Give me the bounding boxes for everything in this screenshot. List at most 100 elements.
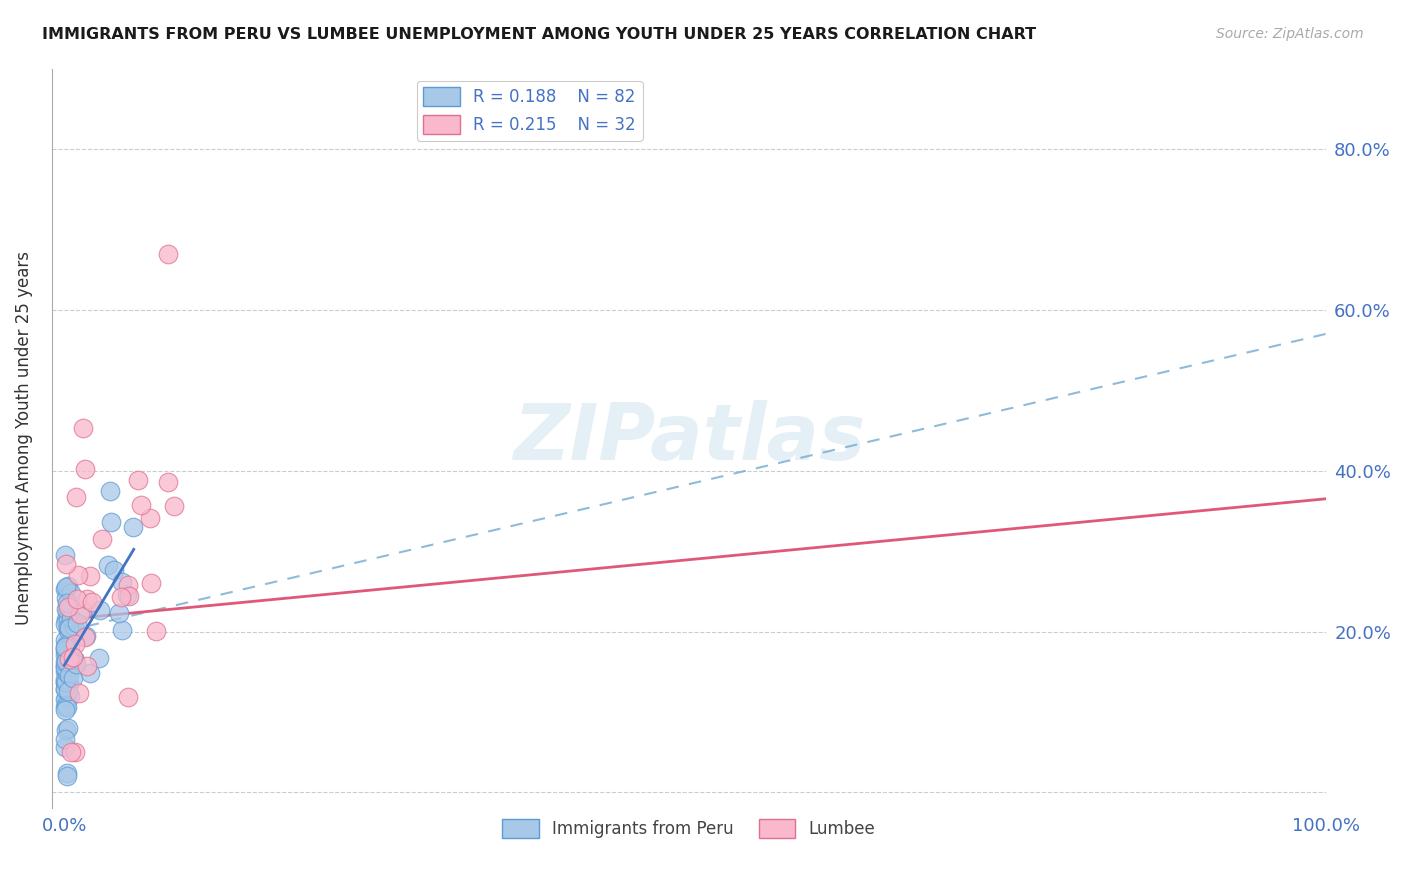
Point <box>90 533 112 547</box>
Text: Source: ZipAtlas.com: Source: ZipAtlas.com <box>1216 27 1364 41</box>
Point <box>53 640 76 655</box>
Point <box>63 745 86 759</box>
Point <box>55 580 77 594</box>
Point <box>55 672 77 686</box>
Point <box>53 582 76 597</box>
Point <box>53 699 76 714</box>
Point <box>56 596 79 610</box>
Point <box>58 677 80 691</box>
Point <box>67 685 90 699</box>
Point <box>55 638 77 652</box>
Point <box>55 644 77 658</box>
Point <box>100 515 122 529</box>
Point <box>56 600 79 615</box>
Point <box>139 576 162 591</box>
Point <box>53 648 76 663</box>
Point <box>110 591 132 605</box>
Point <box>56 769 79 783</box>
Point <box>69 607 91 621</box>
Point <box>56 643 79 657</box>
Point <box>60 613 83 627</box>
Point <box>103 563 125 577</box>
Point <box>157 475 180 490</box>
Point <box>60 611 83 625</box>
Point <box>100 484 122 499</box>
Point <box>145 624 167 638</box>
Point <box>59 640 82 655</box>
Point <box>56 666 79 681</box>
Point <box>56 620 79 634</box>
Point <box>58 579 80 593</box>
Point <box>59 586 82 600</box>
Point <box>55 654 77 668</box>
Point <box>55 675 77 690</box>
Point <box>76 659 98 673</box>
Point <box>67 568 90 582</box>
Point <box>122 520 145 534</box>
Point <box>53 681 76 696</box>
Point <box>65 657 87 671</box>
Point <box>59 648 82 662</box>
Point <box>107 606 129 620</box>
Point <box>55 664 77 678</box>
Point <box>79 568 101 582</box>
Y-axis label: Unemployment Among Youth under 25 years: Unemployment Among Youth under 25 years <box>15 252 32 625</box>
Point <box>56 765 79 780</box>
Point <box>73 631 96 645</box>
Point <box>56 612 79 626</box>
Text: ZIPatlas: ZIPatlas <box>513 401 865 476</box>
Point <box>53 673 76 687</box>
Point <box>111 624 134 638</box>
Legend: Immigrants from Peru, Lumbee: Immigrants from Peru, Lumbee <box>495 812 882 845</box>
Point <box>53 664 76 678</box>
Point <box>65 490 87 504</box>
Text: IMMIGRANTS FROM PERU VS LUMBEE UNEMPLOYMENT AMONG YOUTH UNDER 25 YEARS CORRELATI: IMMIGRANTS FROM PERU VS LUMBEE UNEMPLOYM… <box>42 27 1036 42</box>
Point <box>53 660 76 674</box>
Point <box>72 421 94 435</box>
Point <box>55 614 77 628</box>
Point <box>53 617 76 632</box>
Point <box>58 721 80 735</box>
Point <box>55 656 77 670</box>
Point <box>118 589 141 603</box>
Point <box>59 689 82 703</box>
Point <box>53 658 76 673</box>
Point <box>55 690 77 705</box>
Point <box>117 690 139 705</box>
Point <box>63 618 86 632</box>
Point <box>79 665 101 680</box>
Point <box>59 745 82 759</box>
Point <box>66 616 89 631</box>
Point <box>82 595 104 609</box>
Point <box>97 558 120 572</box>
Point <box>63 653 86 667</box>
Point <box>55 601 77 615</box>
Point <box>62 650 84 665</box>
Point <box>53 731 76 746</box>
Point <box>53 655 76 669</box>
Point <box>58 621 80 635</box>
Point <box>53 681 76 696</box>
Point <box>56 683 79 698</box>
Point <box>53 642 76 657</box>
Point <box>89 603 111 617</box>
Point <box>87 651 110 665</box>
Point <box>163 499 186 513</box>
Point <box>56 605 79 619</box>
Point <box>55 656 77 670</box>
Point <box>59 620 82 634</box>
Point <box>117 578 139 592</box>
Point <box>56 623 79 637</box>
Point <box>53 692 76 706</box>
Point <box>55 558 77 572</box>
Point <box>55 698 77 712</box>
Point <box>56 657 79 672</box>
Point <box>55 612 77 626</box>
Point <box>75 629 97 643</box>
Point <box>58 651 80 665</box>
Point <box>55 591 77 606</box>
Point <box>63 637 86 651</box>
Point <box>156 246 179 260</box>
Point <box>53 548 76 562</box>
Point <box>56 665 79 679</box>
